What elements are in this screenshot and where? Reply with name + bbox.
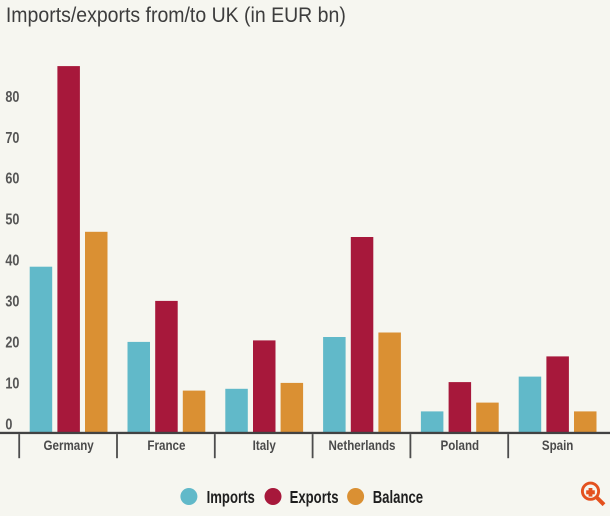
svg-text:Poland: Poland xyxy=(440,438,479,453)
svg-text:30: 30 xyxy=(5,293,19,311)
svg-text:70: 70 xyxy=(5,129,19,147)
svg-text:40: 40 xyxy=(5,252,19,270)
svg-text:Imports: Imports xyxy=(207,488,255,507)
svg-text:Spain: Spain xyxy=(542,438,574,453)
svg-text:France: France xyxy=(147,438,185,453)
svg-text:20: 20 xyxy=(5,334,19,352)
svg-text:50: 50 xyxy=(5,211,19,229)
svg-text:Imports/exports from/to UK (in: Imports/exports from/to UK (in EUR bn) xyxy=(6,4,346,27)
svg-text:Netherlands: Netherlands xyxy=(329,438,396,453)
svg-text:60: 60 xyxy=(5,170,19,188)
svg-text:Italy: Italy xyxy=(253,438,276,453)
svg-text:Germany: Germany xyxy=(43,438,93,453)
svg-text:Balance: Balance xyxy=(373,488,424,507)
svg-text:0: 0 xyxy=(5,416,12,434)
svg-text:Exports: Exports xyxy=(290,488,339,507)
svg-text:10: 10 xyxy=(5,375,19,393)
svg-text:80: 80 xyxy=(5,88,19,106)
